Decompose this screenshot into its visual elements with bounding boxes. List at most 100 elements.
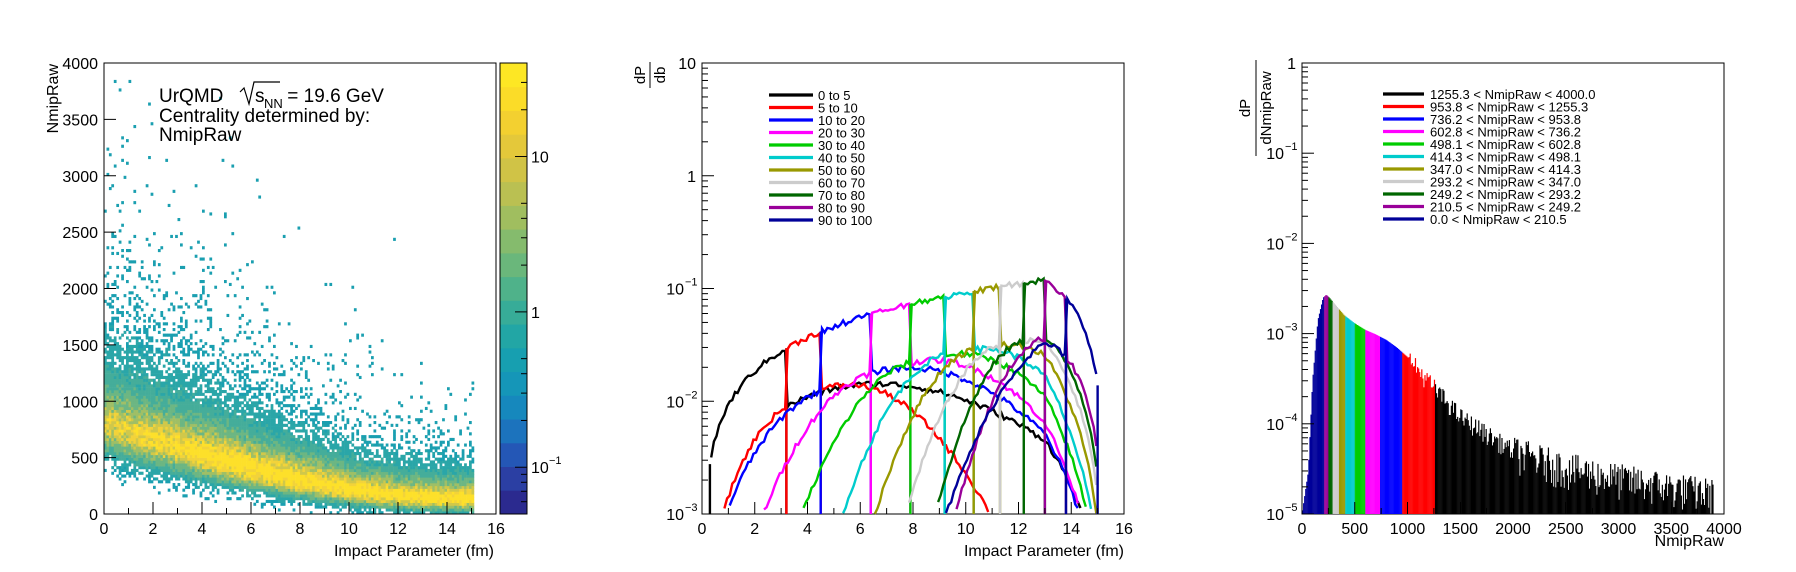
heatmap-cell xyxy=(160,398,164,402)
heatmap-cell xyxy=(130,443,134,447)
heatmap-cell xyxy=(268,463,271,467)
heatmap-cell xyxy=(226,435,230,439)
heatmap-cell xyxy=(226,466,230,470)
heatmap-cell xyxy=(206,381,210,385)
heatmap-cell xyxy=(282,373,286,377)
heatmap-cell xyxy=(231,415,235,419)
heatmap-cell xyxy=(216,480,220,484)
heatmap-cell xyxy=(312,463,315,467)
heatmap-cell xyxy=(153,443,156,447)
heatmap-cell xyxy=(292,404,296,408)
heatmap-cell xyxy=(224,423,227,427)
heatmap-cell xyxy=(140,412,144,416)
heatmap-cell xyxy=(216,415,220,419)
heatmap-cell xyxy=(126,466,129,470)
heatmap-cell xyxy=(167,384,171,388)
heatmap-cell xyxy=(106,452,110,456)
heatmap-cell xyxy=(108,378,112,382)
heatmap-cell xyxy=(422,497,426,501)
heatmap-cell xyxy=(135,409,139,413)
heatmap-cell xyxy=(420,505,423,509)
heatmap-cell xyxy=(143,401,146,405)
heatmap-cell xyxy=(226,370,230,374)
heatmap-cell xyxy=(135,330,139,334)
heatmap-cell xyxy=(123,468,127,473)
heatmap-cell xyxy=(128,406,132,411)
heatmap-cell xyxy=(150,367,154,371)
heatmap-cell xyxy=(128,435,132,439)
heatmap-cell xyxy=(231,437,235,442)
heatmap-cell xyxy=(236,452,240,456)
heatmap-cell xyxy=(422,463,426,467)
heatmap-cell xyxy=(263,426,266,430)
heatmap-cell xyxy=(251,350,254,354)
heatmap-cell xyxy=(371,466,374,470)
heatmap-cell xyxy=(192,404,195,408)
heatmap-cell xyxy=(211,443,215,447)
heatmap-cell xyxy=(285,418,289,422)
heatmap-cell xyxy=(383,502,387,506)
heatmap-cell xyxy=(344,446,347,450)
heatmap-cell xyxy=(361,435,364,439)
heatmap-cell xyxy=(150,463,154,467)
heatmap-cell xyxy=(197,392,200,396)
heatmap-cell xyxy=(199,387,203,391)
heatmap-cell xyxy=(238,468,242,473)
heatmap-cell xyxy=(135,344,139,349)
heatmap-cell xyxy=(366,468,369,473)
heatmap-cell xyxy=(175,395,178,399)
heatmap-cell xyxy=(130,468,134,473)
heatmap-cell xyxy=(292,460,296,464)
heatmap-cell xyxy=(270,499,274,504)
heatmap-cell xyxy=(420,466,423,470)
heatmap-cell xyxy=(351,426,355,430)
heatmap-cell xyxy=(224,280,227,284)
heatmap-cell xyxy=(339,494,342,498)
heatmap-cell xyxy=(145,449,149,453)
heatmap-cell xyxy=(111,353,115,357)
heatmap-cell xyxy=(375,494,379,498)
heatmap-cell xyxy=(290,457,293,461)
heatmap-cell xyxy=(356,336,360,340)
heatmap-cell xyxy=(317,463,320,467)
heatmap-cell xyxy=(317,398,320,402)
heatmap-cell xyxy=(297,457,301,461)
heatmap-cell xyxy=(307,443,311,447)
heatmap-cell xyxy=(226,468,230,473)
heatmap-cell xyxy=(153,457,156,461)
heatmap-cell xyxy=(187,421,191,425)
heatmap-cell xyxy=(209,426,213,430)
heatmap-cell xyxy=(177,392,181,396)
heatmap-cell xyxy=(424,494,428,498)
heatmap-cell xyxy=(270,418,274,422)
heatmap-cell xyxy=(160,457,164,461)
heatmap-cell xyxy=(302,395,306,399)
heatmap-cell xyxy=(236,468,240,473)
heatmap-cell xyxy=(322,454,325,458)
heatmap-cell xyxy=(258,406,262,411)
heatmap-cell xyxy=(180,406,183,411)
heatmap-cell xyxy=(155,375,159,380)
heatmap-cell xyxy=(133,409,137,413)
heatmap-cell xyxy=(189,480,193,484)
heatmap-cell xyxy=(214,463,218,467)
heatmap-cell xyxy=(415,505,418,509)
heatmap-cell xyxy=(300,485,303,489)
heatmap-cell xyxy=(356,477,360,481)
heatmap-cell xyxy=(180,392,183,396)
heatmap-cell xyxy=(130,435,134,439)
heatmap-cell xyxy=(324,353,328,357)
heatmap-cell xyxy=(339,466,342,470)
heatmap-cell xyxy=(353,463,357,467)
heatmap-cell xyxy=(248,435,252,439)
heatmap-cell xyxy=(167,437,171,442)
heatmap-cell xyxy=(182,381,186,385)
heatmap-cell xyxy=(202,370,205,374)
heatmap-cell xyxy=(302,477,306,481)
heatmap-cell xyxy=(280,418,284,422)
heatmap-cell xyxy=(128,339,132,343)
heatmap-cell xyxy=(175,423,178,427)
heatmap-cell xyxy=(123,432,127,436)
heatmap-cell xyxy=(304,457,308,461)
heatmap-cell xyxy=(287,471,291,475)
